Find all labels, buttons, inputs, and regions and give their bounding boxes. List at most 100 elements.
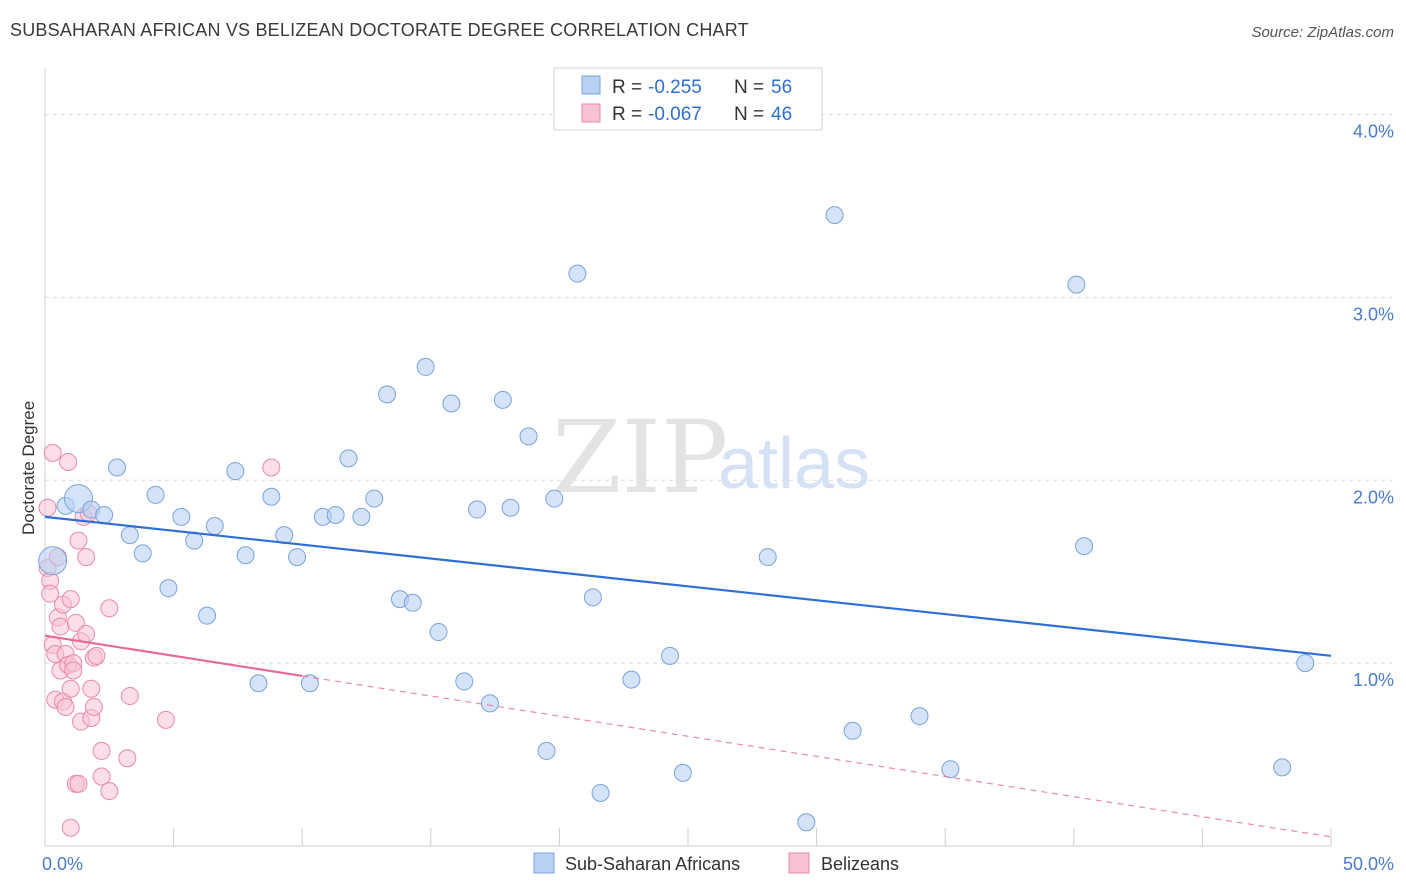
sub-saharan-point bbox=[159, 579, 178, 598]
sub-saharan-point bbox=[545, 489, 564, 508]
chart-title: SUBSAHARAN AFRICAN VS BELIZEAN DOCTORATE… bbox=[10, 20, 749, 40]
series-label-sub-saharan: Sub-Saharan Africans bbox=[565, 854, 740, 874]
legend-r-value-2: -0.067 bbox=[648, 104, 702, 125]
sub-saharan-point bbox=[403, 593, 422, 612]
trend-lines bbox=[44, 515, 1332, 838]
belizean-trend-line bbox=[44, 634, 303, 678]
sub-saharan-point bbox=[825, 206, 844, 225]
sub-saharan-point bbox=[843, 721, 862, 740]
watermark-atlas: atlas bbox=[718, 424, 870, 504]
watermark-zip: ZIP bbox=[552, 399, 728, 516]
belizean-point bbox=[43, 443, 62, 462]
sub-saharan-point bbox=[120, 526, 139, 545]
legend-n-label-2: N = bbox=[734, 104, 764, 125]
sub-saharan-point bbox=[493, 390, 512, 409]
legend-n-label-1: N = bbox=[734, 77, 764, 98]
sub-saharan-point bbox=[468, 500, 487, 519]
sub-saharan-point bbox=[198, 606, 217, 625]
y-tick-labels: 1.0% 2.0% 3.0% 4.0% bbox=[1353, 122, 1394, 691]
legend-r-label-1: R = bbox=[612, 77, 642, 98]
sub-saharan-points bbox=[38, 206, 1315, 832]
sub-saharan-point bbox=[1296, 654, 1315, 673]
sub-saharan-point bbox=[288, 548, 307, 567]
sub-saharan-point bbox=[38, 546, 68, 576]
belizean-point bbox=[61, 818, 80, 837]
belizean-point bbox=[100, 782, 119, 801]
belizean-point bbox=[100, 599, 119, 618]
y-tick-label: 4.0% bbox=[1353, 122, 1394, 142]
sub-saharan-point bbox=[673, 763, 692, 782]
belizean-point bbox=[51, 617, 70, 636]
belizean-point bbox=[61, 590, 80, 609]
belizean-point bbox=[61, 679, 80, 698]
grid-lines bbox=[45, 114, 1392, 664]
sub-saharan-point bbox=[583, 588, 602, 607]
sub-saharan-point bbox=[300, 674, 319, 693]
sub-saharan-point bbox=[758, 548, 777, 567]
sub-saharan-point bbox=[442, 394, 461, 413]
belizean-point bbox=[66, 613, 85, 632]
belizean-point bbox=[69, 531, 88, 550]
sub-saharan-point bbox=[108, 458, 127, 477]
sub-saharan-point bbox=[660, 646, 679, 665]
sub-saharan-point bbox=[910, 707, 929, 726]
legend-r-label-2: R = bbox=[612, 104, 642, 125]
sub-saharan-trend-line bbox=[44, 515, 1332, 657]
x-tick-labels: 0.0% 50.0% bbox=[42, 854, 1394, 874]
belizean-point bbox=[56, 698, 75, 717]
belizean-point bbox=[84, 698, 103, 717]
sub-saharan-point bbox=[480, 694, 499, 713]
sub-saharan-point bbox=[326, 506, 345, 525]
sub-saharan-point bbox=[501, 498, 520, 517]
belizean-point bbox=[262, 458, 281, 477]
sub-saharan-point bbox=[591, 783, 610, 802]
sub-saharan-point bbox=[95, 506, 114, 525]
legend-n-value-2: 46 bbox=[771, 104, 792, 125]
y-axis-label: Doctorate Degree bbox=[19, 401, 38, 535]
sub-saharan-point bbox=[339, 449, 358, 468]
sub-saharan-point bbox=[146, 485, 165, 504]
sub-saharan-point bbox=[133, 544, 152, 563]
sub-saharan-point bbox=[236, 546, 255, 565]
sub-saharan-point bbox=[365, 489, 384, 508]
legend-n-value-1: 56 bbox=[771, 77, 792, 98]
sub-saharan-point bbox=[429, 623, 448, 642]
belizean-point bbox=[87, 646, 106, 665]
sub-saharan-point bbox=[416, 357, 435, 376]
x-tick-label-start: 0.0% bbox=[42, 854, 83, 874]
sub-saharan-point bbox=[455, 672, 474, 691]
legend-r-value-1: -0.255 bbox=[648, 77, 702, 98]
y-tick-label: 1.0% bbox=[1353, 670, 1394, 690]
sub-saharan-point bbox=[262, 487, 281, 506]
x-tick-label-end: 50.0% bbox=[1343, 854, 1394, 874]
belizean-point bbox=[69, 774, 88, 793]
belizean-point bbox=[118, 749, 137, 768]
sub-saharan-point bbox=[797, 813, 816, 832]
series-legend: Sub-Saharan Africans Belizeans bbox=[533, 852, 899, 874]
belizeans-points bbox=[38, 443, 281, 837]
belizean-point bbox=[92, 767, 111, 786]
sub-saharan-point bbox=[226, 462, 245, 481]
belizean-point bbox=[156, 710, 175, 729]
y-tick-label: 3.0% bbox=[1353, 304, 1394, 324]
belizean-point bbox=[38, 498, 57, 517]
sub-saharan-point bbox=[378, 385, 397, 404]
belizean-point bbox=[59, 453, 78, 471]
belizean-point bbox=[92, 741, 111, 760]
sub-saharan-point bbox=[249, 674, 268, 693]
y-tick-label: 2.0% bbox=[1353, 487, 1394, 507]
belizean-point bbox=[77, 548, 96, 567]
series-swatch-blue bbox=[533, 852, 555, 874]
sub-saharan-point bbox=[172, 507, 191, 526]
belizean-point bbox=[120, 687, 139, 706]
sub-saharan-point bbox=[622, 670, 641, 689]
legend-swatch-pink bbox=[581, 103, 601, 123]
sub-saharan-point bbox=[1273, 758, 1292, 777]
series-swatch-pink bbox=[788, 852, 810, 874]
sub-saharan-point bbox=[568, 264, 587, 283]
correlation-legend: R = -0.255 N = 56 R = -0.067 N = 46 bbox=[553, 67, 823, 131]
sub-saharan-point bbox=[941, 760, 960, 779]
sub-saharan-point bbox=[1075, 537, 1094, 556]
belizean-point bbox=[77, 624, 96, 643]
